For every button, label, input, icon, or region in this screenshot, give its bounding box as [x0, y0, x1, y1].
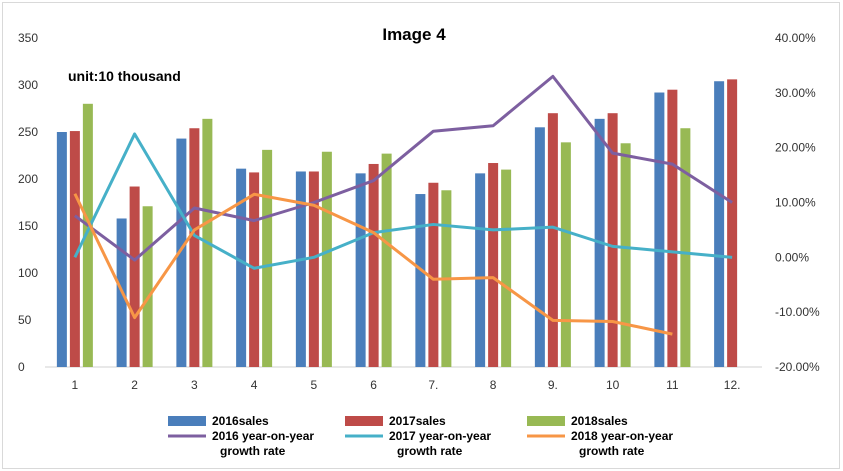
- legend-swatch: [168, 416, 206, 426]
- legend-label: 2018 year-on-year: [571, 429, 673, 443]
- bar-2018sales: [560, 142, 571, 367]
- x-tick-label: 10: [606, 378, 620, 392]
- y-right-tick-label: -20.00%: [775, 360, 820, 374]
- y-left-tick-label: 250: [18, 125, 38, 139]
- y-left-tick-label: 200: [18, 172, 38, 186]
- bar-2018sales: [321, 151, 332, 367]
- bar-2016sales: [56, 132, 67, 367]
- bar-2016sales: [475, 173, 486, 367]
- legend-label: 2016 year-on-year: [212, 429, 314, 443]
- bar-2017sales: [488, 163, 499, 367]
- legend-label-cont: growth rate: [220, 444, 286, 458]
- bar-2017sales: [308, 171, 319, 367]
- bar-2017sales: [428, 182, 439, 367]
- bar-2017sales: [129, 186, 140, 367]
- x-tick-label: 1: [72, 378, 79, 392]
- y-left-tick-label: 150: [18, 219, 38, 233]
- x-tick-label: 6: [370, 378, 377, 392]
- bar-2018sales: [381, 153, 392, 367]
- bar-2016sales: [654, 92, 665, 368]
- bar-2017sales: [189, 128, 200, 367]
- bar-2018sales: [262, 149, 273, 367]
- bar-2017sales: [547, 113, 558, 367]
- y-left-tick-label: 100: [18, 266, 38, 280]
- bar-2016sales: [355, 173, 366, 367]
- y-right-tick-label: 40.00%: [775, 31, 816, 45]
- line-series: [73, 132, 733, 270]
- legend-label-cont: growth rate: [397, 444, 463, 458]
- x-tick-label: 3: [191, 378, 198, 392]
- legend-swatch: [527, 416, 565, 426]
- bar-2016sales: [415, 194, 426, 367]
- bar-2018sales: [501, 169, 512, 367]
- x-tick-label: 8: [490, 378, 497, 392]
- bar-2016sales: [295, 171, 306, 367]
- chart-title: Image 4: [382, 25, 446, 44]
- legend-swatch: [345, 416, 383, 426]
- x-tick-label: 7.: [428, 378, 438, 392]
- bar-2018sales: [620, 143, 631, 367]
- bar-2016sales: [236, 168, 247, 367]
- bar-2017sales: [69, 131, 80, 367]
- y-left-tick-label: 350: [18, 31, 38, 45]
- line-series: [73, 192, 673, 336]
- bar-2017sales: [607, 113, 618, 367]
- legend-label: 2016sales: [212, 414, 269, 428]
- x-tick-label: 12.: [724, 378, 741, 392]
- bar-2017sales: [368, 163, 379, 367]
- legend-label: 2018sales: [571, 414, 628, 428]
- y-right-tick-label: -10.00%: [775, 305, 820, 319]
- y-right-tick-label: 20.00%: [775, 141, 816, 155]
- unit-annotation: unit:10 thousand: [68, 68, 181, 84]
- bar-2016sales: [534, 127, 545, 367]
- y-left-tick-label: 50: [18, 313, 32, 327]
- x-tick-label: 9.: [548, 378, 558, 392]
- y-right-tick-label: 10.00%: [775, 196, 816, 210]
- bar-2018sales: [142, 206, 153, 367]
- bar-2017sales: [667, 89, 678, 367]
- bar-2017sales: [727, 79, 738, 368]
- y-left-tick-label: 0: [18, 360, 25, 374]
- bar-2016sales: [714, 81, 725, 368]
- legend-label: 2017 year-on-year: [389, 429, 491, 443]
- x-tick-label: 4: [251, 378, 258, 392]
- bar-2018sales: [680, 128, 691, 367]
- x-tick-label: 2: [131, 378, 138, 392]
- y-right-tick-label: 0.00%: [775, 250, 809, 264]
- bar-2016sales: [176, 138, 187, 367]
- legend-label-cont: growth rate: [579, 444, 645, 458]
- legend-label: 2017sales: [389, 414, 446, 428]
- bar-2018sales: [82, 103, 93, 368]
- line-series: [73, 74, 733, 262]
- y-left-tick-label: 300: [18, 78, 38, 92]
- x-tick-label: 11: [666, 378, 679, 392]
- y-right-tick-label: 30.00%: [775, 86, 816, 100]
- x-tick-label: 5: [311, 378, 318, 392]
